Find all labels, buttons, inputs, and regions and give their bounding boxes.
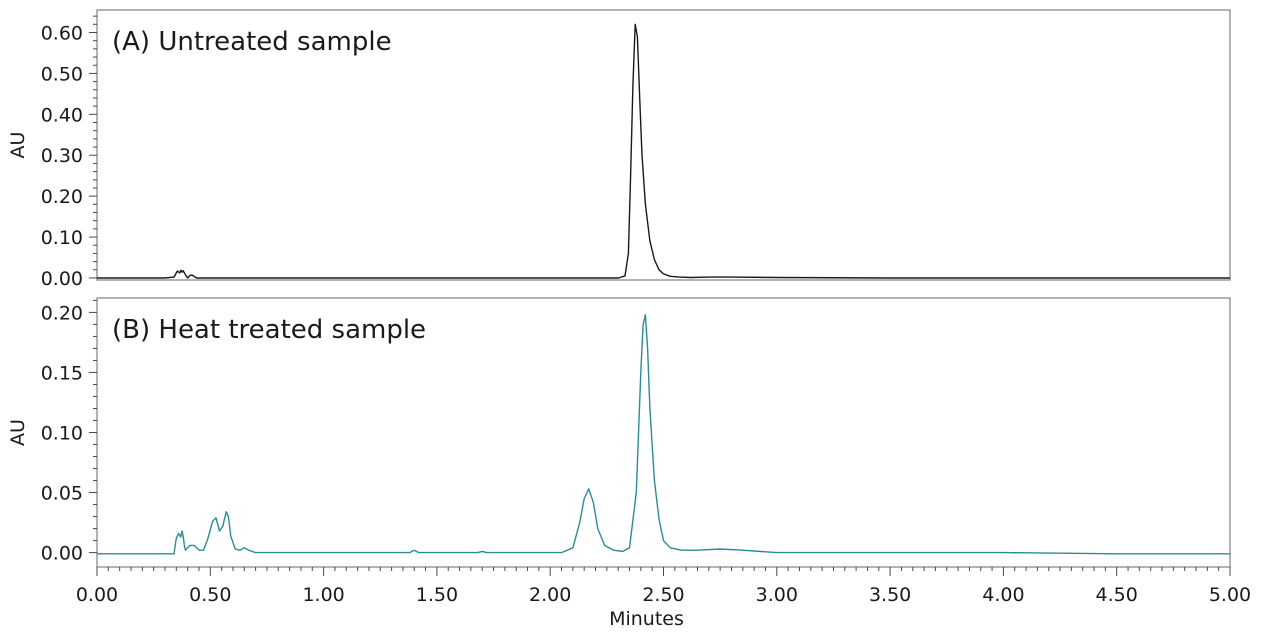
series-line-untreated	[97, 23, 1230, 279]
x-tick-label: 3.00	[756, 584, 798, 606]
y-tick-label: 0.30	[41, 145, 83, 167]
x-tick-label: 3.50	[869, 584, 911, 606]
y-tick-label: 0.05	[41, 483, 83, 505]
panel-title: (A) Untreated sample	[112, 27, 392, 57]
y-tick-label: 0.00	[41, 268, 83, 290]
x-axis-label: Minutes	[609, 608, 684, 630]
y-tick-label: 0.15	[41, 362, 83, 384]
panel-title: (B) Heat treated sample	[112, 315, 426, 345]
y-tick-label: 0.10	[41, 227, 83, 249]
y-tick-label: 0.10	[41, 423, 83, 445]
panel-a: 0.00 0.10 0.20 0.30 0.40 0.50 0.60 AU (A) Untrea…	[7, 9, 1231, 290]
y-tick-label: 0.60	[41, 23, 83, 45]
y-axis-label: AU	[7, 132, 29, 159]
y-tick-label: 0.00	[41, 543, 83, 565]
y-tick-label: 0.20	[41, 186, 83, 208]
y-tick-label: 0.20	[41, 302, 83, 324]
x-tick-label: 0.50	[189, 584, 231, 606]
x-tick-label: 2.00	[529, 584, 571, 606]
x-tick-label: 4.00	[982, 584, 1024, 606]
plot-frame	[96, 9, 1231, 281]
y-axis-label: AU	[7, 419, 29, 446]
x-axis: 0.00 0.50 1.00 1.50 2.00 2.50 3.00 3.50 4.00 4.50…	[76, 567, 1251, 630]
y-tick-label: 0.40	[41, 104, 83, 126]
x-tick-label: 2.50	[642, 584, 684, 606]
x-tick-label: 1.50	[416, 584, 458, 606]
x-tick-label: 1.00	[302, 584, 344, 606]
y-tick-label: 0.50	[41, 63, 83, 85]
x-tick-label: 5.00	[1209, 584, 1251, 606]
x-tick-label: 4.50	[1096, 584, 1138, 606]
x-tick-label: 0.00	[76, 584, 118, 606]
panel-b: 0.00 0.05 0.10 0.15 0.20 AU (B) Heat treated s…	[7, 297, 1251, 630]
series-line-heat-treated	[97, 314, 1230, 555]
